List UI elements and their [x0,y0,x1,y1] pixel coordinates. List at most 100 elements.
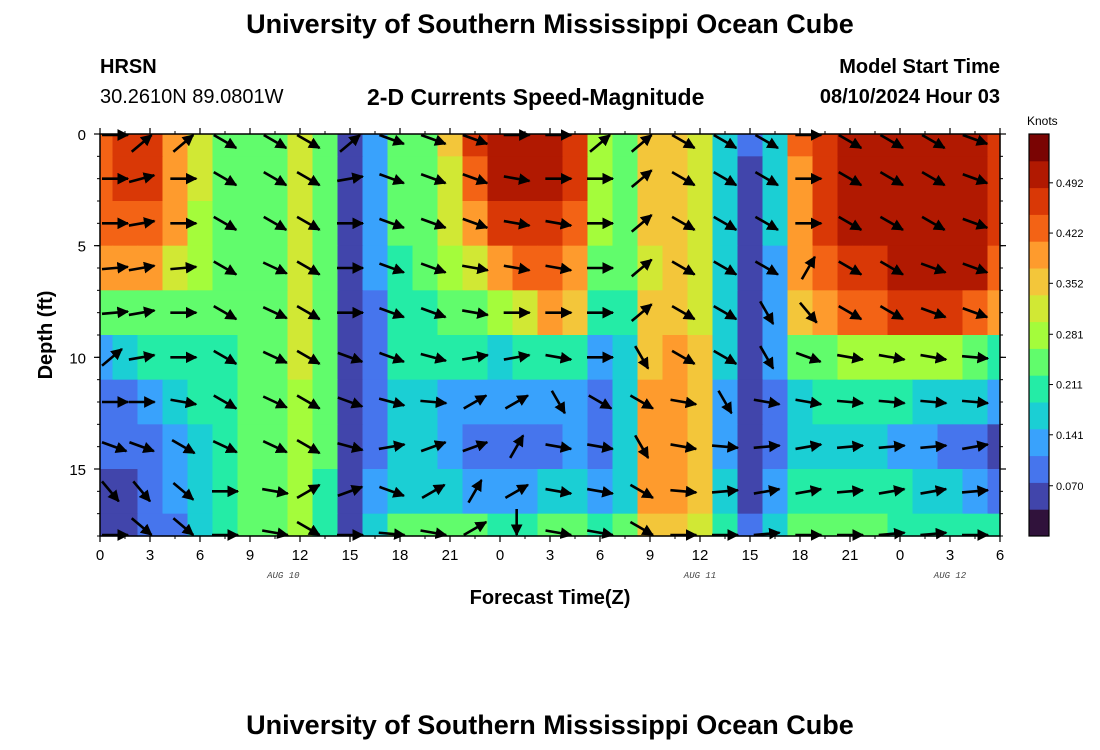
heatmap-cell [237,513,264,537]
heatmap-cell [562,134,589,157]
colorbar-swatch [1029,509,1049,537]
current-vector-arrow [920,440,948,453]
heatmap-cell [812,134,839,157]
heatmap-cell [937,245,964,291]
current-vector-arrow [128,172,156,184]
current-vector-arrow [671,215,696,231]
heatmap-cell [362,379,389,425]
current-vector-arrow [462,133,489,146]
current-vector-arrow [296,349,321,365]
current-vector-arrow [213,349,238,365]
colorbar-tick-label: 0.352 [1056,278,1084,290]
current-vector-arrow [462,440,489,453]
x-tick-label: 0 [96,547,104,564]
current-vector-arrow [296,483,321,499]
current-vector-arrow [213,215,238,231]
current-vector-arrow [713,171,738,187]
heatmap-cell [487,156,514,202]
current-vector-arrow [713,215,738,231]
heatmap-cell [737,134,764,157]
current-vector-arrow [421,483,446,499]
heatmap-cell [987,469,1001,515]
heatmap-cell [812,245,839,291]
current-vector-arrow [879,171,904,187]
heatmap-cell [237,134,264,157]
current-vector-arrow [878,527,906,540]
current-vector-arrow [296,171,321,187]
x-tick-label: 15 [742,547,759,564]
current-vector-arrow [378,396,406,409]
colorbar-swatch [1029,348,1049,376]
heatmap-cell [362,335,389,381]
colorbar-tick-label: 0.281 [1056,329,1084,341]
heatmap-cell [437,469,464,515]
heatmap-cell [187,424,214,470]
current-vector-arrow [296,260,321,276]
current-vector-arrow [336,172,364,184]
current-vector-arrow [838,171,863,187]
x-tick-label: 6 [996,547,1004,564]
current-vector-arrow [337,441,364,453]
colorbar-swatch [1029,268,1049,296]
current-vector-arrow [961,351,990,364]
heatmap-cell [737,290,764,336]
current-vector-arrow [586,527,614,539]
heatmap-cell [812,424,839,470]
heatmap-cell [937,201,964,247]
current-vector-arrow [713,260,738,276]
heatmap-cell [687,335,714,381]
current-vector-arrow [671,171,696,187]
current-vector-arrow [420,306,447,320]
x-tick-label: 21 [442,547,459,564]
colorbar-swatch [1029,160,1049,189]
x-axis-label: Forecast Time(Z) [470,587,631,609]
current-vector-arrow [504,483,529,499]
heatmap-cell [100,134,114,157]
current-vector-arrow [545,486,573,498]
x-tick-label: 3 [546,547,554,564]
current-vector-arrow [296,305,321,321]
heatmap-cell [612,245,639,291]
current-vector-arrow [172,134,195,153]
current-vector-arrow [128,351,156,363]
current-vector-arrow [379,217,405,230]
heatmap-cell [987,335,1001,381]
heatmap-cell [862,134,889,157]
current-vector-arrow [838,260,863,276]
heatmap-cell [987,201,1001,247]
heatmap-cell [237,156,264,202]
x-tick-label: 18 [792,547,809,564]
current-vector-arrow [795,351,822,364]
current-vector-arrow [962,306,989,320]
heatmap-cell [362,290,389,336]
current-vector-arrow [711,441,740,453]
heatmap-cell [612,513,639,537]
heatmap-cell [487,379,514,425]
current-vector-arrow [213,171,238,187]
heatmap-cell [312,379,339,425]
current-vector-arrow [962,262,989,275]
current-vector-arrow [920,485,948,497]
heatmap-cell [862,290,889,336]
current-vector-arrow [296,394,321,410]
current-vector-arrow [337,396,364,409]
heatmap-cell [100,513,114,537]
current-vector-arrow [420,527,448,539]
current-vector-arrow [130,134,153,153]
current-vector-arrow [213,305,238,321]
current-vector-arrow [212,439,238,454]
current-vector-arrow [630,169,653,189]
current-vector-arrow [463,520,488,537]
heatmap-cell [487,201,514,247]
current-vector-arrow [588,394,613,410]
heatmap-cell [837,513,864,537]
heatmap-cell [312,424,339,470]
current-vector-arrow [795,485,823,497]
heatmap-cell [987,290,1001,336]
heatmap-cell [987,513,1001,537]
heatmap-cell [162,134,189,157]
colorbar-swatch [1029,294,1049,323]
current-vector-arrow [921,133,946,150]
colorbar-tick-label: 0.422 [1056,228,1084,240]
